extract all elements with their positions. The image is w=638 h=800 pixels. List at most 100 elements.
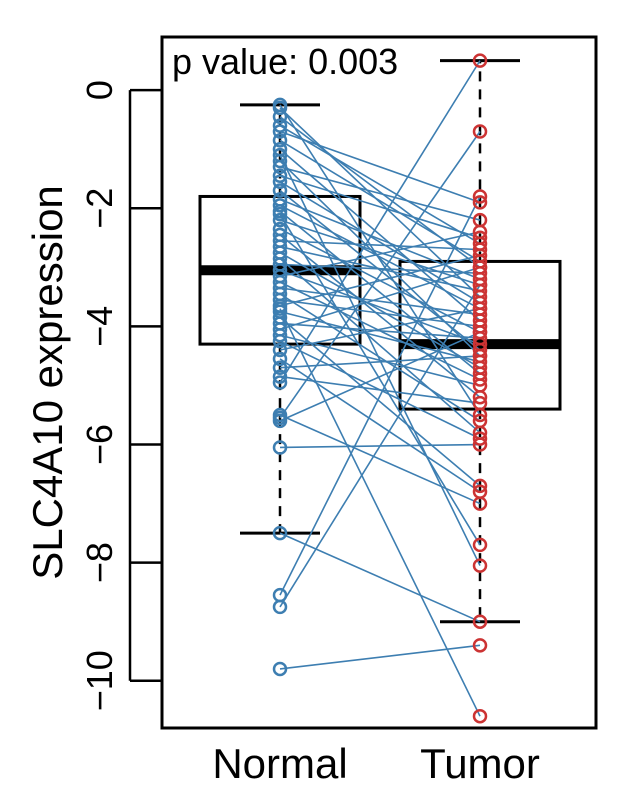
pair-line xyxy=(279,308,481,717)
normal-point xyxy=(272,360,288,375)
data-points xyxy=(272,53,488,724)
p-value-annotation: p value: 0.003 xyxy=(172,41,398,82)
y-tick-label: −6 xyxy=(79,424,120,465)
pair-lines xyxy=(279,60,481,717)
tumor-point xyxy=(472,413,488,429)
box-layer xyxy=(198,59,562,624)
normal-point xyxy=(272,301,288,316)
normal-point xyxy=(272,109,288,124)
pair-line xyxy=(279,284,481,608)
tumor-point xyxy=(472,283,488,299)
pair-line xyxy=(279,316,481,487)
pair-line xyxy=(279,131,481,419)
normal-point xyxy=(272,351,288,367)
tumor-point xyxy=(472,537,488,553)
pair-line xyxy=(279,116,481,268)
tumor-point xyxy=(472,195,488,210)
normal-point xyxy=(272,525,288,541)
tumor-point xyxy=(472,558,488,573)
y-tick-label: −4 xyxy=(79,306,120,347)
normal-point xyxy=(272,147,288,163)
tumor-point xyxy=(472,378,488,393)
tumor-point xyxy=(472,325,488,340)
normal-point xyxy=(272,328,288,343)
pair-line xyxy=(279,60,481,383)
tumor-point xyxy=(472,277,488,293)
tumor-point xyxy=(472,496,488,511)
tumor-point xyxy=(472,301,488,316)
pair-line xyxy=(279,139,481,263)
normal-point xyxy=(272,206,288,222)
tumor-point xyxy=(472,53,488,68)
pair-line xyxy=(279,154,481,566)
pair-line xyxy=(279,196,481,596)
pair-line xyxy=(279,287,481,316)
x-tick-label: Tumor xyxy=(420,740,540,787)
tumor-point xyxy=(472,354,488,370)
y-tick-label: −10 xyxy=(79,650,120,711)
pair-line xyxy=(279,310,481,363)
y-tick-label: 0 xyxy=(79,80,120,100)
pair-line xyxy=(279,175,481,239)
pair-line xyxy=(279,263,481,275)
normal-point xyxy=(272,174,288,189)
pair-line xyxy=(279,532,481,623)
pair-line xyxy=(279,198,481,280)
tumor-point xyxy=(472,224,488,240)
normal-point xyxy=(272,599,288,615)
pair-line xyxy=(279,219,481,286)
tumor-point xyxy=(472,431,488,446)
tumor-point xyxy=(472,638,488,653)
tumor-point xyxy=(472,189,488,204)
normal-point xyxy=(272,124,288,139)
tumor-point xyxy=(472,708,488,724)
pair-line xyxy=(279,293,481,422)
tumor-point xyxy=(472,478,488,494)
plot-frame xyxy=(160,35,598,730)
x-tick-label: Normal xyxy=(212,740,347,787)
tumor-point xyxy=(472,242,488,257)
pair-line xyxy=(279,251,481,369)
pair-line xyxy=(279,299,481,328)
pair-line xyxy=(279,181,481,304)
tumor-point xyxy=(472,124,488,139)
axis-layer: 0 −2 −4 −6 −8 −10 Normal Tumor xyxy=(79,80,540,787)
normal-point xyxy=(272,198,288,213)
normal-point xyxy=(272,118,288,133)
normal-point xyxy=(272,133,288,148)
normal-point xyxy=(272,342,288,358)
normal-point xyxy=(272,100,288,116)
pair-line xyxy=(279,234,481,398)
y-tick-label: −2 xyxy=(79,188,120,229)
tumor-point xyxy=(472,372,488,387)
pair-line xyxy=(279,239,481,251)
tumor-point xyxy=(472,348,488,364)
pair-line xyxy=(279,257,481,434)
y-axis-label: SLC4A10 expression xyxy=(24,185,71,580)
normal-point xyxy=(272,153,288,169)
normal-point xyxy=(272,661,288,677)
pair-line xyxy=(279,124,481,245)
pair-line xyxy=(279,213,481,546)
pair-line xyxy=(279,269,481,345)
pair-line xyxy=(279,266,481,331)
normal-point xyxy=(272,440,288,455)
pair-line xyxy=(279,189,481,351)
pair-line xyxy=(279,322,481,340)
normal-point xyxy=(272,183,288,198)
tumor-point xyxy=(472,395,488,411)
y-tick-label: −8 xyxy=(79,542,120,583)
tumor-point xyxy=(472,614,488,629)
normal-point xyxy=(272,369,288,384)
normal-point xyxy=(272,212,288,228)
pair-line xyxy=(279,130,481,204)
tumor-point xyxy=(472,437,488,452)
tumor-point xyxy=(472,330,488,346)
normal-point xyxy=(272,375,288,390)
normal-point xyxy=(272,168,288,184)
pair-line xyxy=(279,331,481,422)
normal-point xyxy=(272,333,288,349)
pair-line xyxy=(279,307,481,351)
tumor-point xyxy=(472,260,488,275)
